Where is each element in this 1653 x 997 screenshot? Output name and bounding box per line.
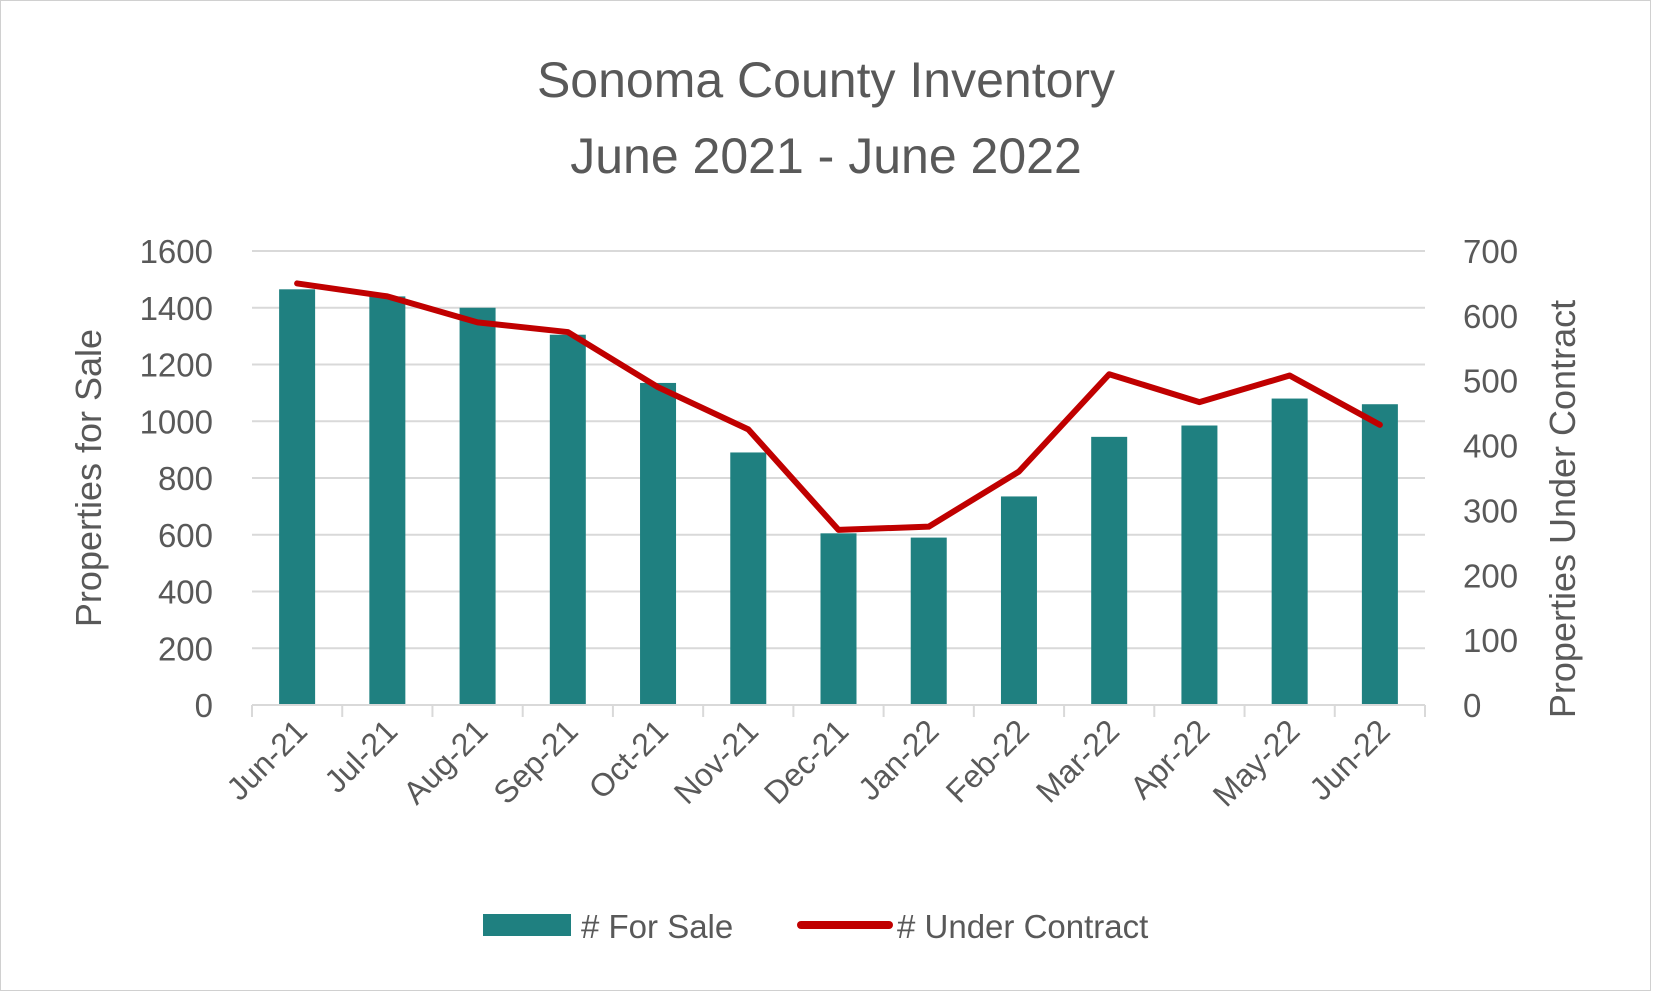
line-series <box>294 280 1383 533</box>
x-tick-label: Mar-22 <box>1029 712 1126 809</box>
left-tick-label: 0 <box>195 687 213 724</box>
x-tick-label: Apr-22 <box>1123 712 1216 805</box>
x-axis-ticks: Jun-21 Jul-21Aug-21Sep-21Oct-21Nov-21Dec-… <box>219 712 1396 813</box>
left-tick-label: 600 <box>158 517 213 554</box>
legend: # For Sale # Under Contract <box>483 908 1148 945</box>
bar-for-sale <box>730 452 767 705</box>
bar-series <box>279 289 1398 705</box>
bar-for-sale <box>1271 398 1308 705</box>
left-tick-label: 1200 <box>140 347 213 384</box>
right-tick-label: 0 <box>1463 687 1481 724</box>
right-axis-label: Properties Under Contract <box>1542 300 1583 718</box>
right-tick-label: 700 <box>1463 233 1518 270</box>
x-tick-label: Oct-21 <box>582 712 675 805</box>
bar-for-sale <box>1000 496 1037 705</box>
x-tick-label: May-22 <box>1206 712 1307 813</box>
line-under-contract <box>294 280 1383 533</box>
x-tick-label: Jun-21 <box>219 712 314 807</box>
x-tick-label: Jan-22 <box>851 712 946 807</box>
right-tick-label: 200 <box>1463 557 1518 594</box>
bar-for-sale <box>640 382 677 705</box>
right-tick-label: 600 <box>1463 298 1518 335</box>
bar-for-sale <box>1181 425 1218 705</box>
bar-for-sale <box>459 307 496 705</box>
chart-subtitle: June 2021 - June 2022 <box>570 128 1082 184</box>
x-tick-label: Aug-21 <box>396 712 494 810</box>
left-tick-label: 200 <box>158 630 213 667</box>
bar-for-sale <box>279 289 316 705</box>
left-axis-label: Properties for Sale <box>68 329 109 627</box>
left-tick-label: 800 <box>158 460 213 497</box>
chart-title: Sonoma County Inventory <box>537 52 1115 108</box>
legend-label-under-contract: # Under Contract <box>897 908 1148 945</box>
left-tick-label: 1000 <box>140 403 213 440</box>
x-tick-label: Jun-22 <box>1302 712 1397 807</box>
left-tick-label: 1400 <box>140 290 213 327</box>
right-axis-ticks: 0 100 200 300 400 500 600 700 <box>1463 233 1518 724</box>
bar-for-sale <box>369 296 406 705</box>
x-tick-label: Dec-21 <box>757 712 855 810</box>
x-tick-label: Jul-21 <box>317 712 404 799</box>
right-tick-label: 400 <box>1463 428 1518 465</box>
bar-for-sale <box>1361 404 1398 705</box>
bar-for-sale <box>549 334 586 705</box>
left-tick-label: 400 <box>158 574 213 611</box>
x-tick-label: Feb-22 <box>939 712 1036 809</box>
bar-for-sale <box>910 537 947 705</box>
right-tick-label: 100 <box>1463 622 1518 659</box>
right-tick-label: 500 <box>1463 363 1518 400</box>
bar-for-sale <box>1091 436 1128 705</box>
left-tick-label: 1600 <box>140 233 213 270</box>
legend-swatch-for-sale <box>483 914 571 936</box>
left-axis-ticks: 0 200 400 600 800 1000 1200 1400 1600 <box>140 233 213 724</box>
right-tick-label: 300 <box>1463 492 1518 529</box>
x-tick-label: Sep-21 <box>486 712 584 810</box>
x-tick-label: Nov-21 <box>667 712 765 810</box>
axes <box>251 704 1426 717</box>
legend-label-for-sale: # For Sale <box>581 908 733 945</box>
bar-for-sale <box>820 533 857 705</box>
